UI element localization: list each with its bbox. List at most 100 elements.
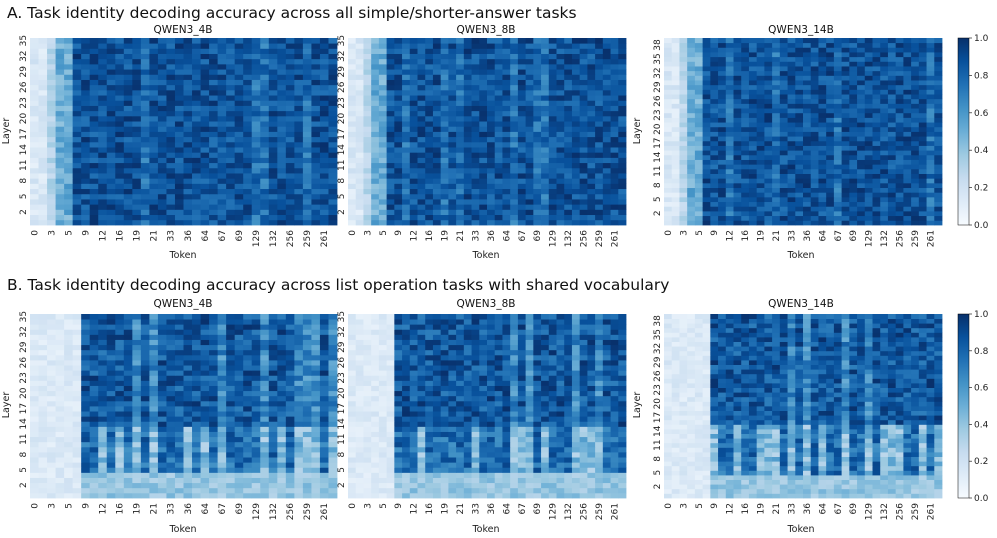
heatmap-cell xyxy=(89,152,99,158)
heatmap-cell xyxy=(157,69,167,75)
heatmap-cell xyxy=(564,74,573,80)
heatmap-cell xyxy=(502,63,511,70)
heatmap-cell xyxy=(579,162,588,169)
heatmap-cell xyxy=(209,441,219,448)
heatmap-cell xyxy=(234,441,244,448)
heatmap-cell xyxy=(200,152,210,158)
heatmap-cell xyxy=(494,79,503,86)
heatmap-cell xyxy=(479,188,488,195)
heatmap-cell xyxy=(664,168,673,174)
heatmap-cell xyxy=(200,141,210,148)
heatmap-cell xyxy=(779,196,788,203)
heatmap-cell xyxy=(494,121,503,127)
heatmap-cell xyxy=(277,395,287,402)
heatmap-cell xyxy=(81,136,91,143)
heatmap-cell xyxy=(302,69,312,75)
heatmap-cell xyxy=(725,140,734,146)
heatmap-cell xyxy=(548,183,557,190)
heatmap-cell xyxy=(779,150,788,156)
heatmap-cell xyxy=(226,477,236,484)
heatmap-cell xyxy=(610,152,619,158)
heatmap-cell xyxy=(748,66,758,72)
heatmap-cell xyxy=(934,173,943,179)
heatmap-cell xyxy=(243,400,253,407)
heatmap-cell xyxy=(294,406,304,412)
heatmap-cell xyxy=(98,136,108,143)
heatmap-cell xyxy=(328,431,338,438)
heatmap-cell xyxy=(826,117,835,123)
heatmap-cell xyxy=(226,406,236,412)
heatmap-cell xyxy=(55,188,65,195)
heatmap-cell xyxy=(826,42,835,48)
heatmap-cell xyxy=(209,457,219,463)
heatmap-cell xyxy=(664,89,673,95)
heatmap-cell xyxy=(694,117,704,123)
heatmap-cell xyxy=(517,173,527,179)
heatmap-cell xyxy=(880,168,889,174)
heatmap-cell xyxy=(934,206,943,212)
heatmap-cell xyxy=(510,43,519,49)
heatmap-cell xyxy=(38,115,48,122)
heatmap-cell xyxy=(564,95,573,101)
heatmap-cell xyxy=(533,199,542,205)
heatmap-cell xyxy=(209,452,219,458)
heatmap-cell xyxy=(277,38,287,44)
heatmap-cell xyxy=(849,210,858,217)
heatmap-cell xyxy=(348,141,357,148)
heatmap-cell xyxy=(140,193,150,200)
heatmap-cell xyxy=(302,462,312,468)
heatmap-cell xyxy=(319,426,329,432)
heatmap-cell xyxy=(756,164,765,170)
heatmap-cell xyxy=(226,136,236,143)
heatmap-cell xyxy=(911,154,920,160)
heatmap-cell xyxy=(725,192,734,198)
heatmap-cell xyxy=(378,167,388,174)
heatmap-cell xyxy=(115,152,125,158)
heatmap-cell xyxy=(694,66,704,72)
heatmap-cell xyxy=(209,487,219,494)
heatmap-cell xyxy=(718,89,727,95)
heatmap-cell xyxy=(417,219,426,226)
heatmap-cell xyxy=(494,157,503,164)
heatmap-cell xyxy=(47,421,56,427)
heatmap-cell xyxy=(98,406,108,412)
heatmap-cell xyxy=(166,457,176,463)
heatmap-cell xyxy=(571,147,581,153)
heatmap-cell xyxy=(386,173,395,179)
heatmap-cell xyxy=(548,89,557,96)
heatmap-cell xyxy=(268,421,278,427)
heatmap-cell xyxy=(394,178,403,184)
heatmap-cell xyxy=(556,100,565,106)
y-tick-label: 5 xyxy=(337,194,347,200)
heatmap-cell xyxy=(548,199,557,205)
y-tick-label: 38 xyxy=(653,39,663,51)
heatmap-cell xyxy=(89,53,99,60)
heatmap-cell xyxy=(525,105,534,112)
heatmap-cell xyxy=(425,110,434,117)
heatmap-cell xyxy=(174,390,184,397)
heatmap-cell xyxy=(371,105,380,112)
heatmap-cell xyxy=(826,94,835,100)
heatmap-cell xyxy=(779,38,788,44)
heatmap-cell xyxy=(183,79,193,86)
heatmap-cell xyxy=(268,105,278,112)
heatmap-cell xyxy=(251,38,261,44)
heatmap-cell xyxy=(694,136,704,142)
heatmap-cell xyxy=(166,467,176,473)
heatmap-cell xyxy=(494,141,503,148)
heatmap-cell xyxy=(887,38,897,44)
heatmap-cell xyxy=(64,482,74,489)
heatmap-cell xyxy=(864,80,873,86)
heatmap-cell xyxy=(149,115,159,122)
heatmap-cell xyxy=(386,167,395,174)
heatmap-cell xyxy=(294,152,304,158)
heatmap-cell xyxy=(157,431,167,438)
heatmap-cell xyxy=(285,431,295,438)
heatmap-cell xyxy=(864,112,873,118)
heatmap-cell xyxy=(55,157,65,164)
heatmap-cell xyxy=(123,136,133,143)
heatmap-cell xyxy=(166,63,176,70)
heatmap-cell xyxy=(864,196,873,203)
heatmap-cell xyxy=(72,219,82,226)
heatmap-cell xyxy=(217,89,227,96)
